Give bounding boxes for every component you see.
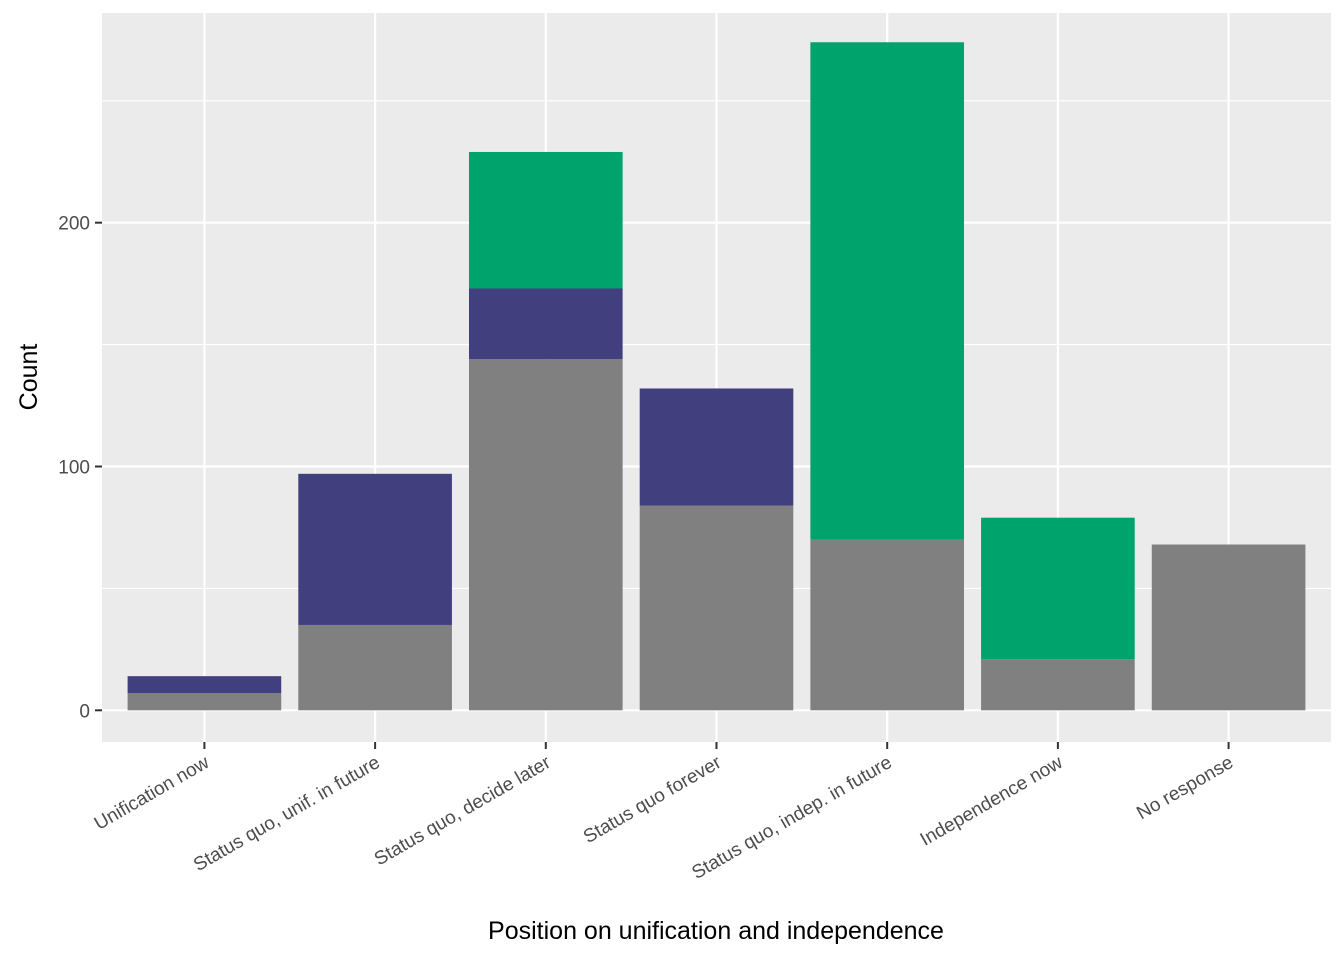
x-tick-label: Status quo forever (580, 752, 726, 848)
y-tick-label: 0 (79, 701, 90, 722)
bar-segment (810, 539, 965, 711)
bar-segment (981, 517, 1135, 660)
y-axis-title: Count (15, 344, 43, 411)
x-tick-label: No response (1133, 752, 1237, 824)
bar-segment (1151, 544, 1306, 711)
bar-segment (468, 151, 623, 289)
bar-segment (298, 624, 452, 711)
bar-segment (127, 676, 282, 694)
x-tick-label: Status quo, decide later (371, 752, 555, 870)
bar-segment (127, 693, 282, 711)
bar-segment (298, 473, 452, 625)
bar-segment (981, 659, 1135, 711)
bar-segment (468, 288, 623, 360)
bar-segment (810, 42, 965, 540)
bar-segment (468, 359, 623, 711)
x-tick-label: Status quo, unif. in future (190, 752, 383, 876)
bar-segment (639, 388, 794, 506)
y-tick-label: 200 (58, 214, 90, 235)
bar-segment (639, 505, 794, 711)
y-axis: 0 100 200 (58, 214, 102, 722)
y-tick-label: 100 (58, 457, 90, 478)
x-tick-label: Unification now (91, 752, 213, 835)
x-tick-label: Independence now (917, 752, 1067, 851)
x-axis-title: Position on unification and independence (488, 917, 944, 945)
bars (127, 42, 1306, 711)
